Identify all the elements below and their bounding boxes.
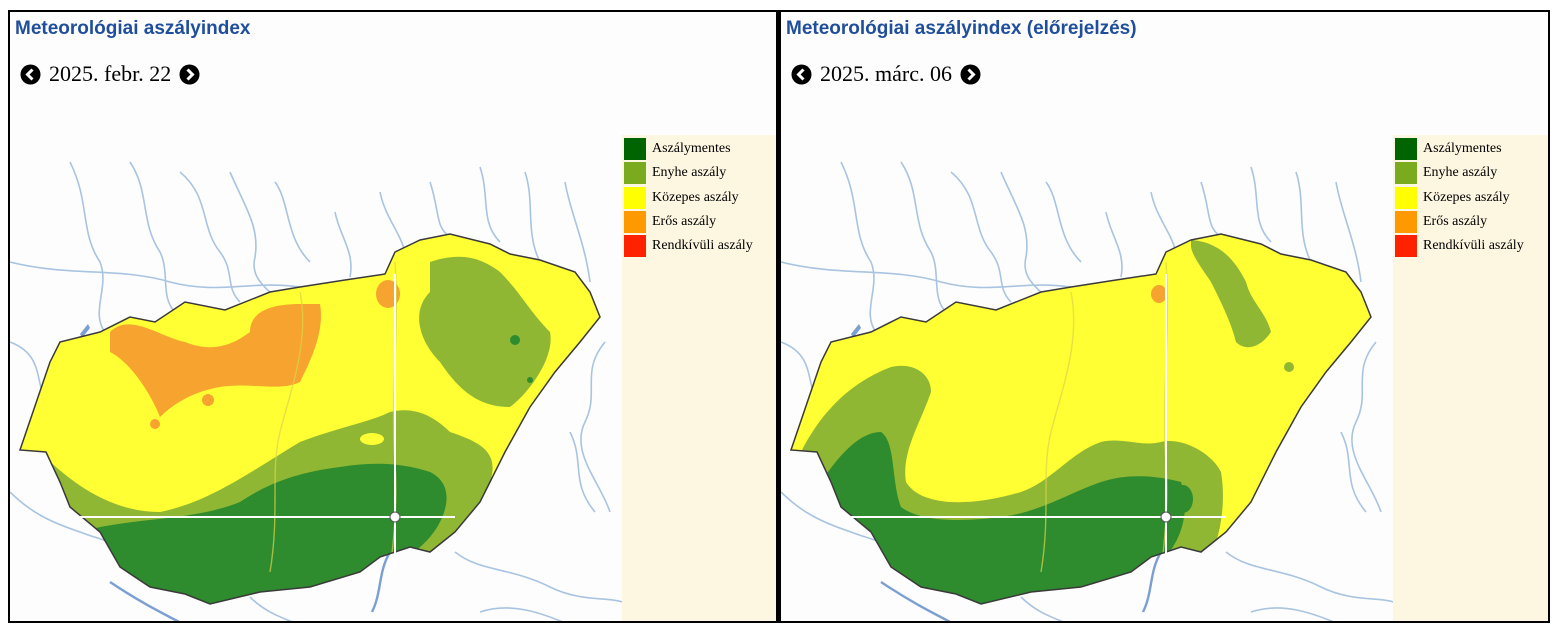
forecast-date: 2025. márc. 06 [820,61,952,86]
legend-swatch [624,235,646,257]
panel-title: Meteorológiai aszályindex (előrejelzés) [786,18,1137,39]
date-navigator: 2025. febr. 22 [20,61,200,87]
legend-item-aszalymentes: Aszálymentes [624,138,731,160]
legend-swatch [1395,187,1417,209]
legend-item-enyhe: Enyhe aszály [1395,162,1497,184]
chevron-right-circle-icon[interactable] [179,64,200,85]
crosshair[interactable] [80,274,455,572]
drought-map-current[interactable] [10,12,622,623]
legend-swatch [1395,235,1417,257]
date-navigator: 2025. márc. 06 [791,61,981,87]
country-border [18,233,601,605]
drought-map-panel-forecast: Meteorológiai aszályindex (előrejelzés) … [778,10,1550,623]
legend-item-aszalymentes: Aszálymentes [1395,138,1502,160]
drought-map-panel-current: Meteorológiai aszályindex 2025. febr. 22… [8,10,778,623]
legend-swatch [624,162,646,184]
balaton-lake [80,324,90,338]
drought-zones [20,234,600,604]
legend-swatch [1395,211,1417,233]
chevron-left-circle-icon[interactable] [791,64,812,85]
legend-item-enyhe: Enyhe aszály [624,162,726,184]
drought-map-forecast[interactable] [781,12,1393,623]
legend: Aszálymentes Enyhe aszály Közepes aszály… [622,135,776,621]
balaton-lake [851,324,861,338]
legend-swatch [624,138,646,160]
legend-item-rendkivuli: Rendkívüli aszály [1395,235,1524,257]
rivers-major [109,551,392,621]
chevron-left-circle-icon[interactable] [20,64,41,85]
legend-item-eros: Erős aszály [624,211,716,233]
crosshair[interactable] [851,274,1226,572]
rivers [781,161,1393,621]
country-border [789,233,1372,605]
panel-title: Meteorológiai aszályindex [15,18,251,39]
legend-swatch [1395,162,1417,184]
rivers-major [880,551,1163,621]
crosshair-marker [389,511,401,523]
legend-swatch [1395,138,1417,160]
crosshair-marker [1160,511,1172,523]
current-date: 2025. febr. 22 [49,61,172,86]
legend-item-rendkivuli: Rendkívüli aszály [624,235,753,257]
legend: Aszálymentes Enyhe aszály Közepes aszály… [1393,135,1548,621]
legend-swatch [624,187,646,209]
chevron-right-circle-icon[interactable] [960,64,981,85]
legend-item-kozepes: Közepes aszály [624,187,739,209]
legend-item-kozepes: Közepes aszály [1395,187,1510,209]
drought-zones [791,234,1371,604]
legend-item-eros: Erős aszály [1395,211,1487,233]
legend-swatch [624,211,646,233]
